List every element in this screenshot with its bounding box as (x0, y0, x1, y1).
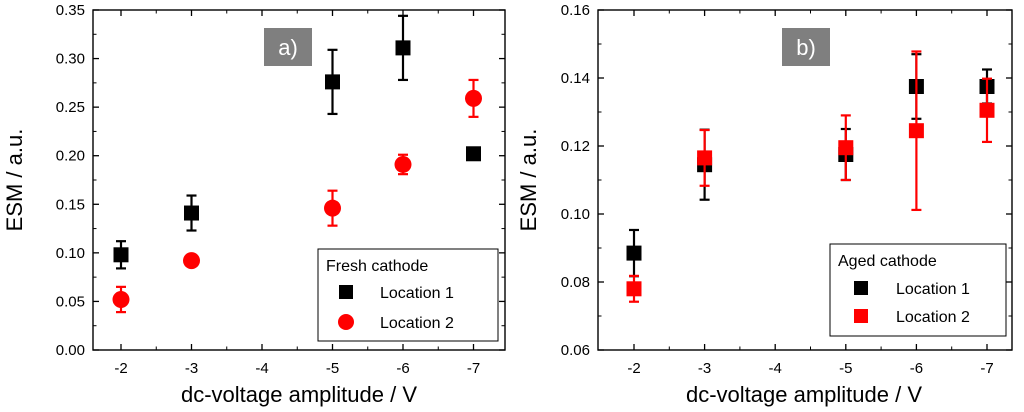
y-tick-label: 0.05 (56, 293, 85, 310)
y-tick-label: 0.10 (561, 206, 590, 223)
panel-b-legend-label-2: Location 2 (896, 309, 970, 326)
location-2-point (626, 281, 642, 297)
location-2-point (838, 140, 854, 156)
panel-a-ylabel: ESM / a.u. (2, 129, 27, 232)
panel-b-tag-label: b) (796, 35, 816, 60)
panel-b-legend: Aged cathode Location 1 Location 2 (829, 243, 1007, 337)
y-tick-label: 0.25 (56, 99, 85, 116)
panel-b-tag: b) (782, 28, 830, 66)
location-2-point (183, 252, 200, 270)
panel-a-marks (112, 14, 482, 314)
y-tick-label: 0.06 (561, 342, 590, 359)
x-tick-label: -7 (980, 360, 993, 377)
x-tick-label: -4 (769, 360, 782, 377)
x-tick-label: -3 (185, 360, 198, 377)
panel-a-ticks: 0.00 0.05 0.10 0.15 0.20 0.25 0.30 0.35 -2 -3 -4 -5… (56, 2, 505, 377)
location-2-point (112, 290, 130, 308)
panel-a: 0.00 0.05 0.10 0.15 0.20 0.25 0.30 0.35 -2 -3 -4 -5… (2, 2, 506, 407)
x-tick-label: -6 (910, 360, 923, 377)
panel-a-tag: a) (264, 28, 312, 66)
x-tick-label: -3 (698, 360, 711, 377)
panel-b-xlabel: dc-voltage amplitude / V (686, 382, 922, 407)
location-1-point (626, 245, 642, 261)
y-tick-label: 0.08 (561, 274, 590, 291)
panel-b-legend-title: Aged cathode (838, 253, 937, 270)
panel-a-legend-label-2: Location 2 (380, 315, 454, 332)
panel-b-ticks: 0.06 0.08 0.10 0.12 0.14 0.16 -2 -3 -4 -5 -6 -7 (561, 2, 1012, 377)
panel-b-legend-label-1: Location 1 (896, 281, 970, 298)
panel-b-tag-box (782, 28, 830, 66)
location-2-point (697, 150, 713, 166)
panel-b: 0.060.080.100.120.140.16-2 -3 -4 -5 -6 -7 b) … (516, 2, 1013, 407)
y-tick-label: 0.12 (561, 138, 590, 155)
y-tick-label: 0.14 (561, 70, 590, 87)
x-tick-label: -2 (627, 360, 640, 377)
y-tick-label: 0.35 (56, 2, 85, 19)
panel-a-legend: Fresh cathode Location 1 Location 2 (317, 248, 499, 342)
y-tick-label: 0.20 (56, 148, 85, 165)
location-2-point (324, 199, 341, 217)
location-2-point (979, 102, 995, 118)
location-2-point (908, 123, 924, 139)
x-tick-label: -5 (839, 360, 852, 377)
location-1-point (184, 205, 199, 221)
y-tick-label: 0.30 (56, 51, 85, 68)
location-1-point (395, 40, 411, 56)
location-2-point (465, 89, 482, 107)
location-1-point (466, 146, 481, 162)
panel-a-legend-marker-2 (338, 314, 354, 330)
panel-a-tag-box (264, 28, 312, 66)
y-tick-label: 0.15 (56, 196, 85, 213)
panel-b-marks (626, 50, 995, 303)
panel-a-legend-title: Fresh cathode (326, 258, 428, 275)
panel-b-legend-marker-1 (854, 281, 868, 295)
y-tick-label: 0.00 (56, 342, 85, 359)
x-tick-label: -4 (255, 360, 268, 377)
panel-a-legend-label-1: Location 1 (380, 285, 454, 302)
y-tick-label: 0.10 (56, 245, 85, 262)
location-1-point (325, 74, 340, 90)
panel-b-legend-marker-2 (854, 309, 868, 323)
location-2-point (394, 155, 412, 173)
y-tick-label: 0.16 (561, 2, 590, 19)
panel-b-ylabel: ESM / a.u. (516, 129, 541, 232)
x-tick-label: -6 (396, 360, 409, 377)
panel-a-legend-marker-1 (339, 285, 353, 299)
location-1-point (113, 247, 129, 263)
x-tick-label: -7 (467, 360, 480, 377)
panel-a-xlabel: dc-voltage amplitude / V (181, 382, 417, 407)
x-tick-label: -2 (114, 360, 127, 377)
x-tick-label: -5 (326, 360, 339, 377)
panel-a-tag-label: a) (278, 35, 298, 60)
